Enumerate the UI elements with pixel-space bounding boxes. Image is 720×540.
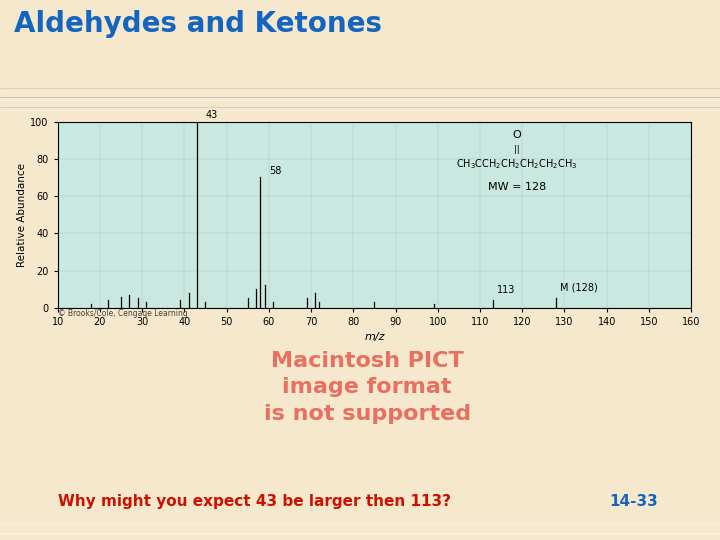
Text: 14-33: 14-33 xyxy=(609,494,658,509)
Text: Macintosh PICT
image format
is not supported: Macintosh PICT image format is not suppo… xyxy=(264,351,471,424)
Text: 58: 58 xyxy=(269,166,282,176)
Text: ||: || xyxy=(514,145,520,154)
Text: 43: 43 xyxy=(205,110,217,120)
Y-axis label: Relative Abundance: Relative Abundance xyxy=(17,163,27,267)
Text: CH$_3$CCH$_2$CH$_2$CH$_2$CH$_2$CH$_3$: CH$_3$CCH$_2$CH$_2$CH$_2$CH$_2$CH$_3$ xyxy=(456,158,577,171)
Text: M (128): M (128) xyxy=(560,283,598,293)
Text: Aldehydes and Ketones: Aldehydes and Ketones xyxy=(14,10,382,38)
Text: O: O xyxy=(513,130,521,139)
Text: MW = 128: MW = 128 xyxy=(488,181,546,192)
Text: Why might you expect 43 be larger then 113?: Why might you expect 43 be larger then 1… xyxy=(58,494,451,509)
Text: 113: 113 xyxy=(497,285,516,295)
Text: © Brooks/Cole, Cengage Learning: © Brooks/Cole, Cengage Learning xyxy=(58,309,187,318)
X-axis label: m/z: m/z xyxy=(364,333,384,342)
